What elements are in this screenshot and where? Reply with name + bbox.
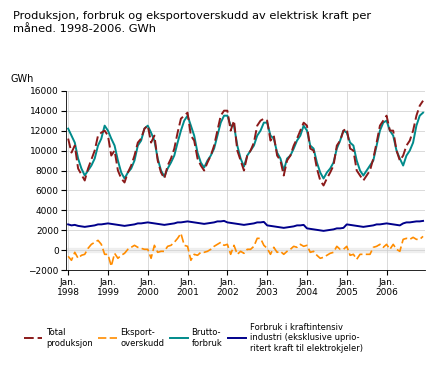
Legend: Total
produksjon, Eksport-
overskudd, Brutto-
forbruk, Forbruk i kraftintensiv
i: Total produksjon, Eksport- overskudd, Br…: [24, 323, 363, 353]
Bar: [66, 248, 425, 253]
Text: GWh: GWh: [11, 74, 34, 84]
Text: Produksjon, forbruk og eksportoverskudd av elektrisk kraft per
måned. 1998-2006.: Produksjon, forbruk og eksportoverskudd …: [13, 11, 371, 34]
